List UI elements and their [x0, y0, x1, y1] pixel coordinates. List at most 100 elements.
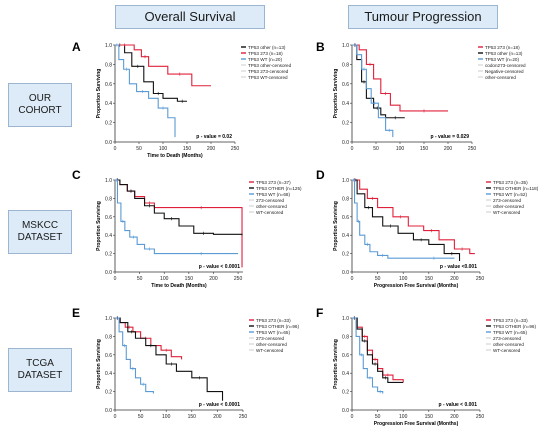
header-tumour-progression: Tumour Progression	[348, 5, 498, 29]
panel-b-x-tick-label: 250	[468, 146, 477, 152]
panel-e-p-value: p - value < 0.0001	[199, 402, 240, 408]
panel-f-x-tick-label: 0	[351, 414, 354, 420]
panel-b-x-tick-label: 100	[396, 146, 405, 152]
panel-a-x-tick-label: 150	[183, 146, 192, 152]
panel-c-legend-entry: TP53 OTHER (n=125)	[256, 186, 302, 191]
panel-e-y-tick-label: 1.0	[105, 316, 112, 322]
header-overall-survival: Overall Survival	[115, 5, 265, 29]
panel-b-legend-entry: Negative-censored	[485, 69, 524, 74]
row-label-mskcc: MSKCC DATASET	[8, 210, 72, 254]
panel-d-legend-entry: WT-censored	[493, 210, 521, 215]
row-label-line2: DATASET	[17, 370, 63, 381]
panel-a-legend-entry: TP53 other (n=13)	[248, 45, 286, 50]
panel-d-x-tick-label: 250	[476, 276, 485, 282]
panel-e-y-tick-label: 0.4	[105, 371, 112, 377]
panel-e-x-tick-label: 100	[162, 414, 171, 420]
panel-b-legend-entry: TP53 273 (n=18)	[485, 45, 520, 50]
panel-f-y-tick-label: 0.8	[342, 334, 349, 340]
panel-b-x-tick-label: 50	[373, 146, 379, 152]
panel-d-series-blue	[352, 179, 455, 259]
panel-f-x-axis-label: Progression Free Survival (Months)	[374, 421, 459, 427]
panel-b-legend-entry: codon273-censored	[485, 63, 526, 68]
panel-c-x-tick-label: 250	[234, 276, 243, 282]
panel-a-y-tick-label: 0.4	[105, 101, 112, 107]
row-label-line1: OUR	[28, 93, 52, 104]
panel-d-y-tick-label: 1.0	[342, 178, 349, 184]
panel-a-y-tick-label: 0.8	[105, 62, 112, 68]
panel-b-x-tick-label: 0	[351, 146, 354, 152]
panel-f-y-tick-label: 0.0	[342, 408, 349, 414]
panel-b-series-black	[352, 44, 405, 119]
panel-b-y-tick-label: 0.6	[342, 82, 349, 88]
panel-c-y-tick-label: 0.2	[105, 252, 112, 258]
row-label-line2: COHORT	[18, 105, 62, 116]
panel-b-legend-entry: other-censored	[485, 75, 516, 80]
panel-b-y-axis-label: Proportion Surviving	[333, 69, 339, 119]
panel-f-y-tick-label: 1.0	[342, 316, 349, 322]
panel-a-y-tick-label: 0.6	[105, 82, 112, 88]
panel-c-y-axis-label: Proportion Surviving	[96, 201, 102, 251]
panel-c-legend-entry: TP53 WT (n=68)	[256, 192, 290, 197]
panel-c-y-tick-label: 1.0	[105, 178, 112, 184]
panel-f-y-tick-label: 0.6	[342, 353, 349, 359]
panel-a-legend-entry: TP53 273-censored	[248, 69, 289, 74]
panel-c-series-blue	[115, 179, 239, 255]
panel-d-legend-entry: TP53 273 (n=35)	[493, 180, 528, 185]
panel-b-y-tick-label: 0.8	[342, 62, 349, 68]
panel-e-y-tick-label: 0.0	[105, 408, 112, 414]
panel-f-y-tick-label: 0.4	[342, 371, 349, 377]
panel-f-x-tick-label: 150	[425, 414, 434, 420]
row-label-line1: MSKCC	[21, 220, 59, 231]
panel-c-x-tick-label: 0	[114, 276, 117, 282]
panel-d-y-tick-label: 0.8	[342, 196, 349, 202]
panel-c-legend-entry: WT-censored	[256, 210, 284, 215]
panel-e-x-tick-label: 50	[138, 414, 144, 420]
panel-a-legend-entry: TP53 WT-censored	[248, 75, 288, 80]
panel-e-series-black	[115, 317, 224, 401]
panel-f-y-tick-label: 0.2	[342, 390, 349, 396]
panel-c-series-black	[115, 179, 243, 236]
panel-d-series-black	[352, 179, 461, 261]
panel-c-legend-entry: 273-censored	[256, 198, 285, 203]
panel-e-legend-entry: 273-censored	[256, 336, 285, 341]
panel-f-legend-entry: 273-censored	[493, 336, 522, 341]
panel-a-series-red	[115, 44, 211, 87]
panel-c-x-tick-label: 50	[137, 276, 143, 282]
row-label-our-cohort: OUR COHORT	[8, 83, 72, 127]
panel-letter-d: D	[316, 168, 325, 182]
panel-a-y-tick-label: 0.0	[105, 140, 112, 146]
panel-a-x-tick-label: 250	[231, 146, 240, 152]
panel-f-x-tick-label: 250	[476, 414, 485, 420]
panel-d-y-tick-label: 0.4	[342, 233, 349, 239]
panel-d-legend-entry: TP53 WT (n=52)	[493, 192, 527, 197]
panel-e-y-axis-label: Proportion Surviving	[96, 339, 102, 389]
panel-e-legend-entry: WT-censored	[256, 348, 284, 353]
panel-d-x-tick-label: 0	[351, 276, 354, 282]
panel-d-y-tick-label: 0.0	[342, 270, 349, 276]
row-label-line1: TCGA	[26, 358, 54, 369]
panel-c-y-tick-label: 0.8	[105, 196, 112, 202]
panel-e-y-tick-label: 0.2	[105, 390, 112, 396]
panel-c-x-tick-label: 150	[185, 276, 194, 282]
panel-c-legend-entry: other-censored	[256, 204, 287, 209]
panel-f-legend-entry: WT-censored	[493, 348, 521, 353]
panel-b-legend-entry: TP53 other (n=13)	[485, 51, 523, 56]
panel-d-x-tick-label: 200	[450, 276, 459, 282]
panel-d-x-tick-label: 150	[425, 276, 434, 282]
panel-letter-a: A	[72, 40, 81, 54]
panel-f-y-axis-label: Proportion Surviving	[333, 339, 339, 389]
panel-f-x-tick-label: 100	[399, 414, 408, 420]
panel-b-p-value: p - value = 0.029	[431, 134, 470, 140]
panel-f-legend-entry: other-censored	[493, 342, 524, 347]
panel-a-series-black	[115, 44, 187, 102]
panel-a-y-tick-label: 1.0	[105, 43, 112, 49]
panel-e-x-tick-label: 250	[239, 414, 248, 420]
panel-a-x-axis-label: Time to Death (Months)	[147, 153, 203, 159]
panel-a-x-tick-label: 200	[207, 146, 216, 152]
panel-b-y-tick-label: 0.0	[342, 140, 349, 146]
panel-a-x-tick-label: 50	[136, 146, 142, 152]
panel-c-y-tick-label: 0.0	[105, 270, 112, 276]
panel-e-series-blue	[115, 317, 154, 394]
panel-c-x-tick-label: 200	[209, 276, 218, 282]
